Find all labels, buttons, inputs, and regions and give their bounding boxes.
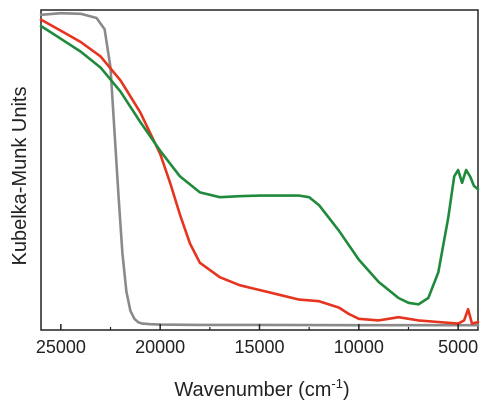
series-line-1 [39,11,480,327]
x-tick-label: 15000 [234,337,284,357]
series-group [39,11,480,327]
series-line-2 [39,18,480,325]
x-tick-label: 20000 [135,337,185,357]
x-axis-label: Wavenumber (cm-1) [174,376,349,401]
x-tick-label: 10000 [334,337,384,357]
x-axis-ticks: 25000 20000 15000 10000 5000 [36,324,478,357]
series-line-3 [39,24,480,306]
y-axis-label: Kubelka-Munk Units [9,87,31,266]
x-axis-label-superscript: -1 [331,376,343,391]
x-tick-label: 5000 [438,337,478,357]
x-axis-label-main: Wavenumber (cm [174,379,331,401]
x-tick-label: 25000 [36,337,86,357]
plot-frame [40,9,479,331]
x-axis-label-close: ) [343,379,350,401]
